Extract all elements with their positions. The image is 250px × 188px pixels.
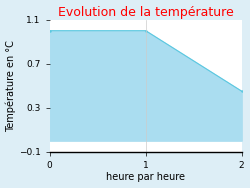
Title: Evolution de la température: Evolution de la température [58,6,234,19]
Y-axis label: Température en °C: Température en °C [6,40,16,132]
X-axis label: heure par heure: heure par heure [106,172,185,182]
